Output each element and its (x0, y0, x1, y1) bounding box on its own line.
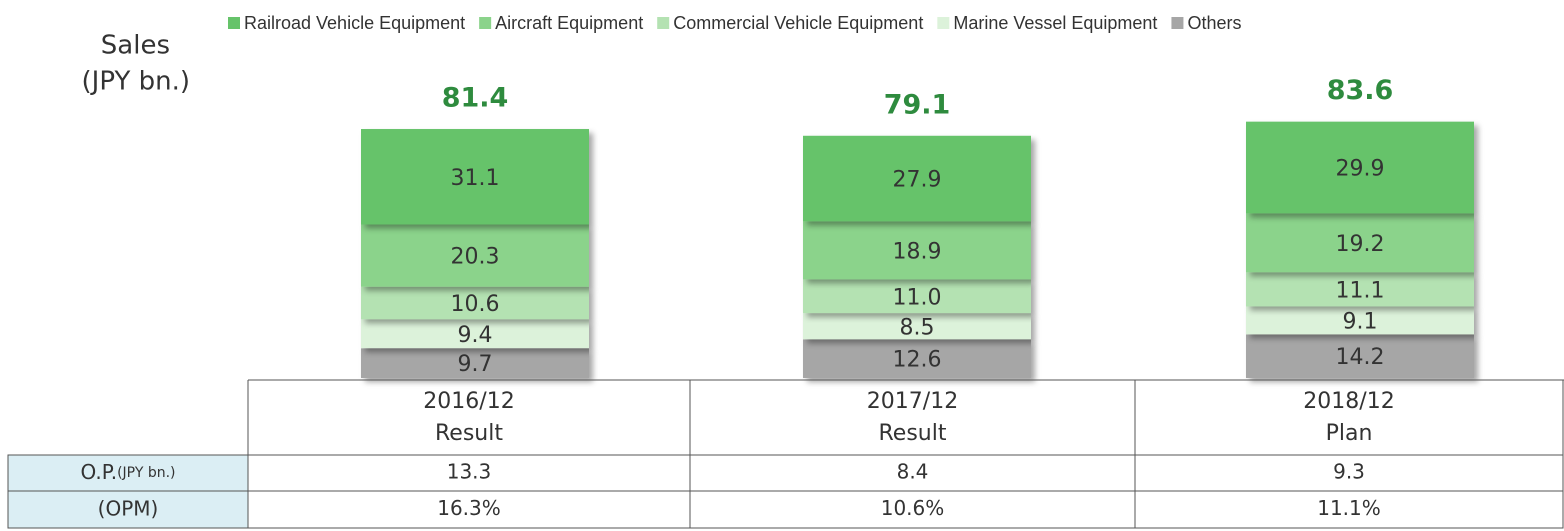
category-label: 2018/12 (1303, 389, 1394, 414)
data-label: 9.1 (1343, 309, 1378, 334)
legend-swatch (937, 17, 950, 29)
legend-label: Railroad Vehicle Equipment (244, 13, 465, 33)
table-value: 13.3 (447, 460, 492, 484)
total-label: 83.6 (1327, 75, 1394, 106)
category-note: Plan (1326, 421, 1373, 446)
bar (1246, 213, 1474, 273)
bar (803, 135, 1031, 222)
data-label: 18.9 (893, 239, 942, 264)
category-label: 2017/12 (867, 389, 958, 414)
category-label: 2016/12 (423, 389, 514, 414)
bar (1246, 121, 1474, 214)
data-label: 14.2 (1336, 345, 1385, 370)
data-label: 11.0 (893, 285, 942, 310)
category-note: Result (435, 421, 503, 446)
data-label: 12.6 (893, 348, 942, 373)
total-label: 81.4 (442, 83, 509, 114)
data-label: 11.1 (1336, 278, 1385, 303)
data-label: 27.9 (893, 168, 942, 193)
bar (803, 221, 1031, 280)
bar (361, 224, 589, 287)
bar (1246, 306, 1474, 335)
row-header: O.P.(JPY bn.) (81, 460, 176, 484)
y-label: Sales (101, 31, 170, 61)
bar (361, 319, 589, 349)
row-header-label: (OPM) (98, 496, 159, 520)
legend-swatch (657, 17, 670, 29)
bar (803, 339, 1031, 378)
data-label: 8.5 (900, 315, 935, 340)
row-header-cell (7, 490, 249, 529)
bar (1246, 272, 1474, 307)
row-header-label: O.P. (81, 460, 118, 484)
legend-label: Aircraft Equipment (495, 13, 643, 33)
legend-swatch (1171, 17, 1184, 29)
data-label: 19.2 (1336, 232, 1385, 257)
bar (361, 129, 589, 225)
data-label: 29.9 (1336, 157, 1385, 182)
legend-swatch (228, 17, 240, 29)
table-value: 11.1% (1317, 496, 1381, 520)
legend-label: Commercial Vehicle Equipment (673, 13, 923, 33)
legend-label: Others (1187, 13, 1241, 33)
bar (803, 313, 1031, 340)
table-value: 8.4 (897, 460, 929, 484)
y-label: (JPY bn.) (82, 67, 190, 97)
data-label: 20.3 (451, 245, 500, 270)
table-value: 9.3 (1333, 460, 1365, 484)
table-value: 16.3% (437, 496, 501, 520)
legend-swatch (479, 17, 492, 29)
data-label: 9.4 (458, 323, 493, 348)
category-note: Result (879, 421, 947, 446)
total-label: 79.1 (884, 89, 951, 120)
data-label: 9.7 (458, 352, 493, 377)
bar (361, 286, 589, 320)
legend: Railroad Vehicle Equipment Aircraft Equip… (228, 13, 1241, 33)
row-header: (OPM) (98, 496, 159, 520)
table-value: 10.6% (881, 496, 945, 520)
bar (803, 279, 1031, 314)
bar (1246, 334, 1474, 378)
data-label: 10.6 (451, 292, 500, 317)
legend-label: Marine Vessel Equipment (953, 13, 1157, 33)
row-header-unit: (JPY bn.) (117, 465, 175, 481)
bar (361, 348, 589, 378)
data-label: 31.1 (451, 166, 500, 191)
table-cell (1134, 490, 1564, 529)
